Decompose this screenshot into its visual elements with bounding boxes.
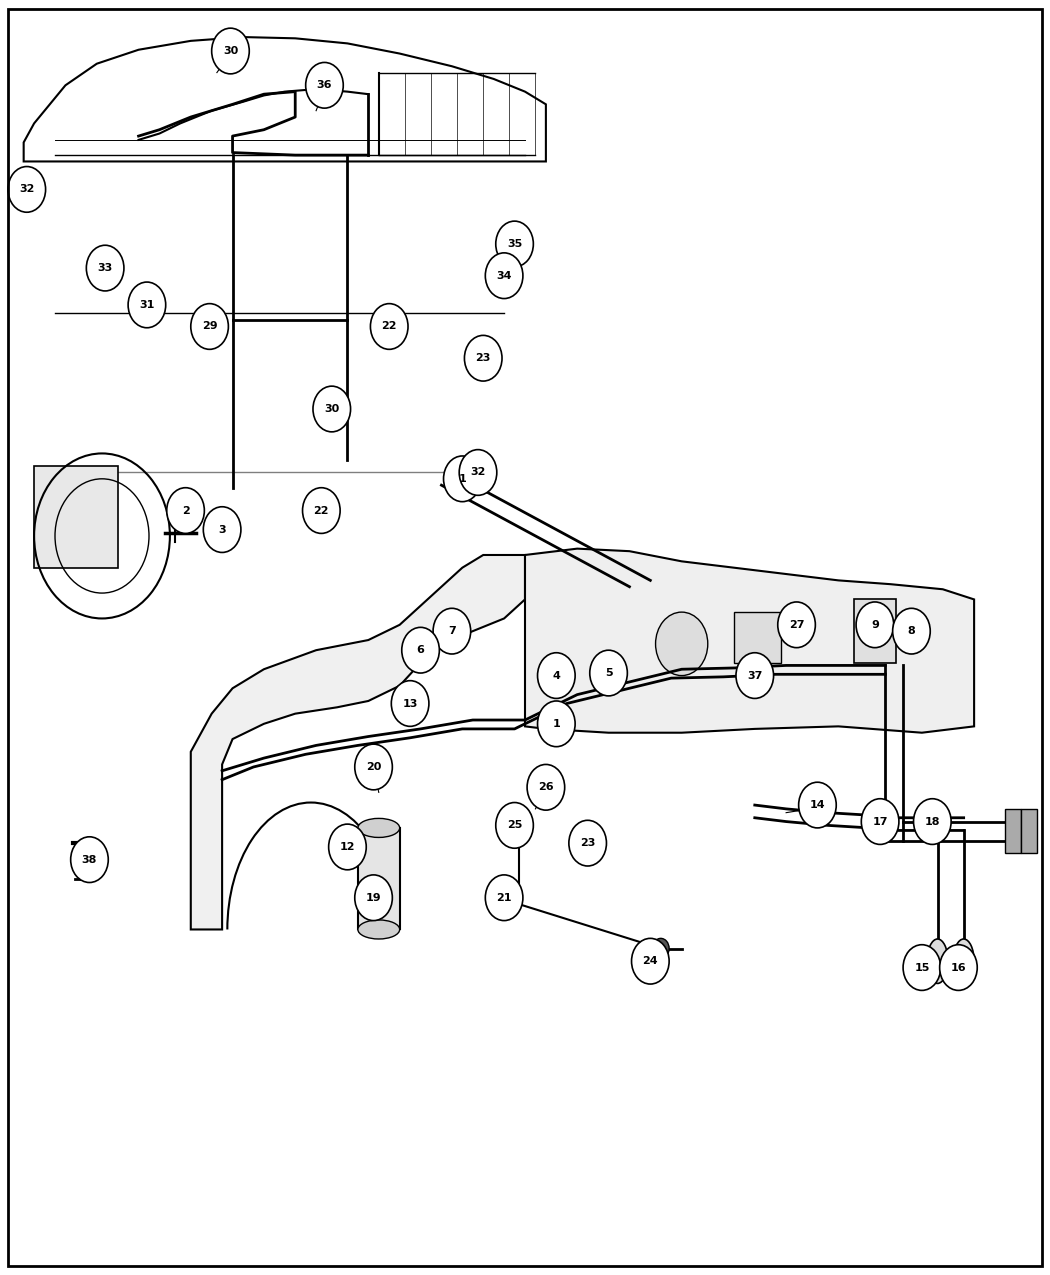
Circle shape (371, 303, 408, 349)
Circle shape (861, 798, 899, 844)
Ellipse shape (927, 938, 948, 983)
Circle shape (778, 602, 816, 648)
Ellipse shape (358, 921, 400, 938)
Text: 35: 35 (507, 238, 522, 249)
Circle shape (464, 335, 502, 381)
Circle shape (459, 450, 497, 495)
Bar (1006, 808, 1021, 853)
Text: 33: 33 (98, 263, 112, 273)
Text: 31: 31 (140, 300, 154, 310)
Text: 30: 30 (324, 404, 339, 414)
Circle shape (940, 945, 978, 991)
Circle shape (538, 653, 575, 699)
Circle shape (402, 627, 439, 673)
Text: 3: 3 (218, 524, 226, 534)
Text: 18: 18 (925, 816, 940, 826)
Text: 12: 12 (340, 842, 355, 852)
Bar (358, 827, 400, 929)
Text: 7: 7 (448, 626, 456, 636)
Circle shape (355, 875, 393, 921)
Text: 5: 5 (605, 668, 612, 678)
Circle shape (128, 282, 166, 328)
Circle shape (504, 820, 521, 840)
Circle shape (590, 650, 627, 696)
Text: 23: 23 (580, 838, 595, 848)
Text: 17: 17 (873, 816, 888, 826)
Circle shape (433, 608, 470, 654)
Text: 21: 21 (497, 892, 511, 903)
Circle shape (655, 612, 708, 676)
Text: 30: 30 (223, 46, 238, 56)
Circle shape (212, 28, 249, 74)
Text: 15: 15 (915, 963, 929, 973)
Text: 26: 26 (538, 783, 553, 792)
Circle shape (302, 488, 340, 533)
Text: 25: 25 (507, 820, 522, 830)
Text: 6: 6 (417, 645, 424, 655)
Ellipse shape (953, 938, 974, 983)
Circle shape (306, 62, 343, 108)
Text: 16: 16 (950, 963, 966, 973)
Text: 20: 20 (365, 762, 381, 771)
Circle shape (443, 456, 481, 501)
Text: 9: 9 (870, 620, 879, 630)
Circle shape (594, 663, 620, 694)
Circle shape (892, 608, 930, 654)
Circle shape (736, 653, 774, 699)
Text: 27: 27 (789, 620, 804, 630)
Circle shape (496, 802, 533, 848)
Ellipse shape (358, 819, 400, 838)
Circle shape (538, 701, 575, 747)
Circle shape (86, 245, 124, 291)
Text: 36: 36 (317, 80, 332, 91)
Text: 37: 37 (748, 671, 762, 681)
Text: 1: 1 (552, 719, 561, 729)
Circle shape (8, 167, 45, 212)
Polygon shape (191, 555, 525, 929)
Bar (734, 612, 781, 663)
Circle shape (191, 303, 229, 349)
Circle shape (485, 252, 523, 298)
Polygon shape (525, 548, 974, 733)
Circle shape (652, 938, 669, 959)
Text: 29: 29 (202, 321, 217, 332)
Bar (1021, 808, 1036, 853)
Circle shape (527, 765, 565, 810)
Polygon shape (854, 599, 896, 663)
Circle shape (355, 745, 393, 789)
Circle shape (856, 602, 894, 648)
Text: 8: 8 (907, 626, 916, 636)
Text: 32: 32 (19, 185, 35, 194)
Circle shape (313, 386, 351, 432)
Text: 2: 2 (182, 506, 189, 515)
Text: 23: 23 (476, 353, 491, 363)
Text: 34: 34 (497, 270, 511, 280)
Circle shape (914, 798, 951, 844)
Circle shape (799, 783, 836, 827)
Circle shape (204, 506, 240, 552)
Text: 22: 22 (314, 506, 329, 515)
Circle shape (496, 221, 533, 266)
Circle shape (485, 875, 523, 921)
Text: 38: 38 (82, 854, 98, 864)
Text: 1: 1 (459, 474, 466, 483)
Circle shape (903, 945, 941, 991)
Circle shape (392, 681, 428, 727)
Bar (34, 467, 118, 567)
Text: 32: 32 (470, 468, 486, 477)
Circle shape (631, 938, 669, 984)
Text: 13: 13 (402, 699, 418, 709)
Circle shape (70, 836, 108, 882)
Bar (512, 827, 525, 840)
Circle shape (569, 820, 607, 866)
Circle shape (329, 824, 366, 870)
Text: 22: 22 (381, 321, 397, 332)
Text: 14: 14 (810, 801, 825, 810)
Text: 4: 4 (552, 671, 561, 681)
Text: 24: 24 (643, 956, 658, 966)
Text: 19: 19 (365, 892, 381, 903)
Circle shape (167, 488, 205, 533)
